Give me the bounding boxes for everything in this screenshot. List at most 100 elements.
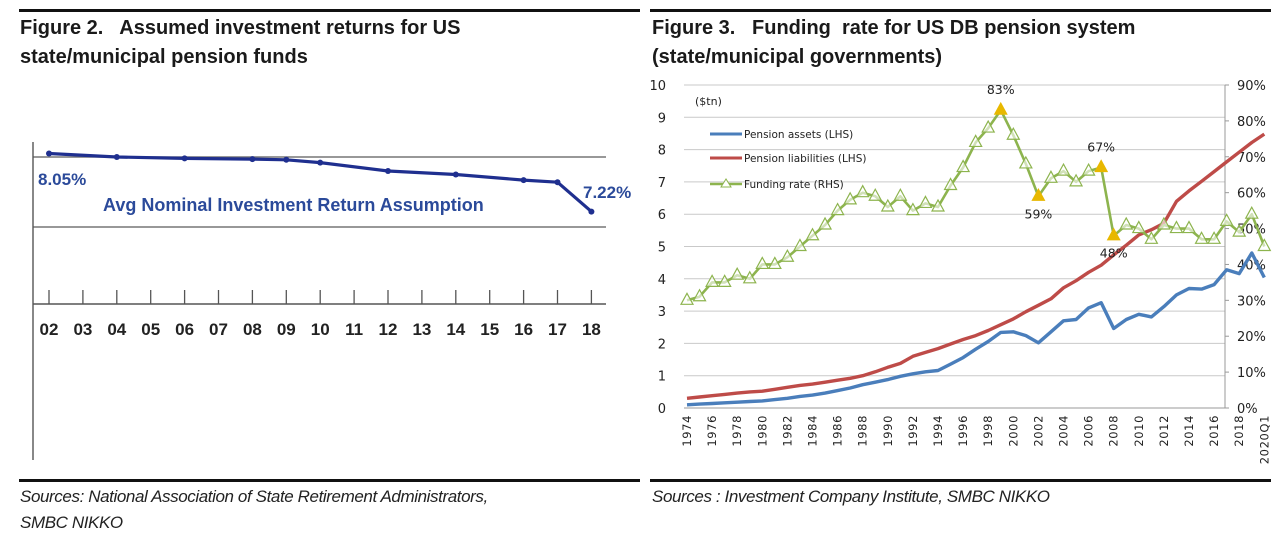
right-axis-tick-label: 60% [1237, 187, 1266, 202]
funding-rate-marker [805, 227, 820, 241]
x-tick-label: 09 [277, 320, 296, 339]
figure2-source-line1: Sources: National Association of State R… [20, 487, 488, 506]
funding-rate-marker [792, 238, 807, 252]
left-axis-tick-label: 0 [658, 402, 666, 417]
x-tick-label: 12 [379, 320, 398, 339]
figure3-title: Figure 3. Funding rate for US DB pension… [652, 14, 1135, 72]
funding-rate-marker [1181, 220, 1197, 234]
funding-rate-marker [1081, 162, 1096, 176]
bottom-rule-left [19, 479, 640, 482]
funding-rate-marker [830, 202, 845, 216]
x-tick-label: 2008 [1107, 415, 1121, 447]
right-axis-tick-label: 20% [1237, 330, 1266, 345]
data-point [588, 208, 595, 215]
right-axis-tick-label: 80% [1237, 115, 1266, 130]
figure2-title-line2: state/municipal pension funds [20, 46, 308, 68]
highlight-marker [1031, 188, 1046, 201]
x-tick-label: 1992 [906, 415, 920, 447]
funding-rate-annotation: 83% [987, 82, 1015, 97]
funding-rate-marker [943, 177, 958, 191]
funding-rate-marker [679, 292, 695, 305]
funding-rate-marker [905, 202, 920, 216]
data-point [46, 150, 52, 157]
x-tick-label: 06 [175, 320, 194, 339]
funding-rate-marker [930, 198, 946, 212]
left-axis-tick-label: 6 [658, 208, 666, 223]
pension-liabilities-lhs-line [686, 132, 1266, 400]
end-value-label: 7.22% [583, 183, 631, 202]
x-tick-label: 05 [141, 320, 160, 339]
figure2-chart: 02 03 04 05 06 07 08 09 10 11 12 13 14 15 16 17 18 8.05%… [32, 142, 631, 460]
x-tick-label: 2006 [1082, 415, 1096, 447]
x-tick-label: 1994 [931, 415, 945, 447]
figure2-source-line2: SMBC NIKKO [20, 513, 123, 532]
left-axis-tick-label: 8 [658, 144, 666, 159]
left-axis-tick-label: 2 [658, 337, 666, 352]
funding-rate-marker [755, 256, 770, 270]
data-point [317, 159, 324, 166]
x-tick-label: 03 [73, 320, 92, 339]
funding-rate-marker [717, 274, 732, 287]
funding-rate-annotation: 48% [1100, 246, 1128, 261]
start-value-label: 8.05% [38, 170, 86, 189]
funding-rate-marker [1156, 216, 1171, 230]
x-tick-label: 08 [243, 320, 262, 339]
funding-rate-marker [1244, 205, 1259, 219]
funding-rate-marker [767, 256, 782, 270]
right-axis-tick-label: 10% [1237, 366, 1266, 381]
funding-rate-marker [880, 198, 895, 212]
figure3-title-line1: Figure 3. Funding rate for US DB pension… [652, 17, 1136, 39]
funding-rate-marker [956, 159, 971, 173]
funding-rate-marker [893, 188, 908, 201]
funding-rate-marker [1131, 220, 1146, 234]
data-point [113, 154, 120, 160]
figure2-title: Figure 2. Assumed investment returns for… [20, 14, 460, 72]
x-tick-label: 11 [345, 320, 363, 339]
x-tick-label: 1986 [831, 415, 845, 447]
left-axis-tick-label: 1 [658, 370, 666, 385]
funding-rate-marker [1006, 126, 1021, 140]
data-point [554, 179, 561, 186]
funding-rate-marker [918, 195, 933, 209]
funding-rate-marker [730, 266, 745, 280]
data-point [452, 171, 459, 178]
funding-rate-marker [1207, 231, 1222, 244]
data-point [385, 168, 391, 174]
x-tick-label: 2016 [1207, 415, 1221, 447]
x-tick-label: 13 [412, 320, 431, 339]
x-tick-label: 1978 [730, 415, 744, 447]
legend-label: Pension liabilities (LHS) [744, 153, 866, 165]
legend-label: Funding rate (RHS) [744, 179, 844, 191]
x-tick-label: 1988 [856, 415, 870, 447]
x-tick-label: 04 [107, 320, 126, 339]
data-point [520, 177, 527, 184]
x-tick-label: 2000 [1006, 415, 1020, 447]
series-label: Avg Nominal Investment Return Assumption [103, 195, 484, 215]
x-tick-label: 2012 [1157, 415, 1171, 447]
funding-rate-marker [1257, 238, 1272, 252]
data-point [181, 155, 188, 162]
funding-rate-marker [843, 191, 858, 205]
x-tick-label: 17 [548, 320, 567, 339]
x-tick-label: 18 [582, 320, 601, 339]
funding-rate-marker [1232, 223, 1247, 237]
x-tick-label: 10 [311, 320, 330, 339]
funding-rate-annotation: 67% [1087, 140, 1115, 155]
legend-label: Pension assets (LHS) [744, 129, 853, 141]
funding-rate-marker [780, 249, 795, 262]
unit-label: ($tn) [695, 95, 722, 108]
funding-rate-marker [855, 184, 870, 198]
x-tick-label: 02 [40, 320, 59, 339]
left-axis-tick-label: 10 [649, 79, 666, 94]
x-tick-label: 07 [209, 320, 228, 339]
funding-rate-marker [742, 270, 757, 284]
figure2-title-line1: Figure 2. Assumed investment returns for… [20, 17, 461, 39]
top-rule-left [19, 9, 640, 12]
x-tick-label: 2004 [1057, 415, 1071, 447]
bottom-rule-right [650, 479, 1271, 482]
highlight-marker [1094, 159, 1109, 173]
x-tick-label: 1976 [705, 415, 719, 447]
funding-rate-marker [1219, 213, 1234, 226]
funding-rate-marker [692, 288, 707, 302]
figure3-title-line2: (state/municipal governments) [652, 46, 943, 68]
